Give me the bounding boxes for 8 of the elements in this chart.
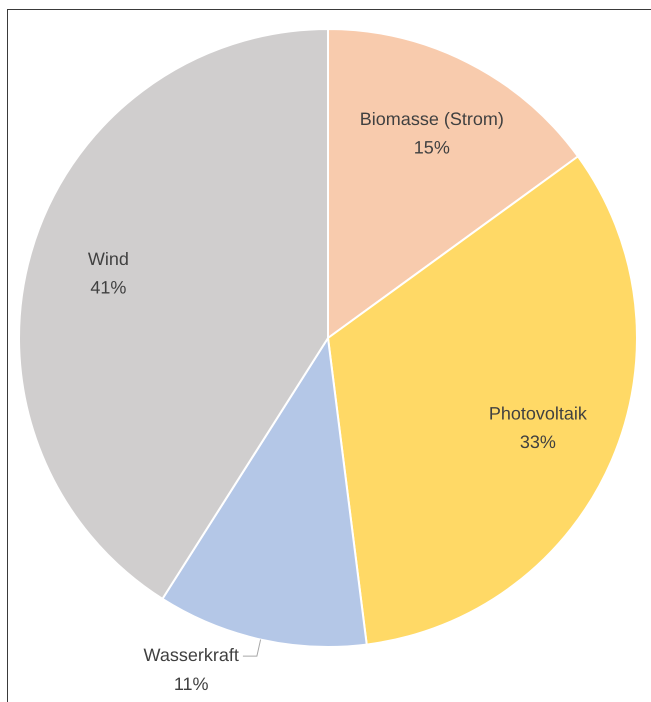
data-label: 33% [520, 432, 556, 452]
slice-label: Wasserkraft [144, 645, 239, 666]
slice-label: Wind [88, 248, 129, 269]
data-label: 15% [414, 138, 450, 158]
slice-label: Biomasse (Strom) [360, 108, 504, 129]
slice-label: Photovoltaik [488, 403, 588, 424]
data-label: 11% [174, 674, 209, 694]
data-label: 41% [90, 278, 126, 298]
